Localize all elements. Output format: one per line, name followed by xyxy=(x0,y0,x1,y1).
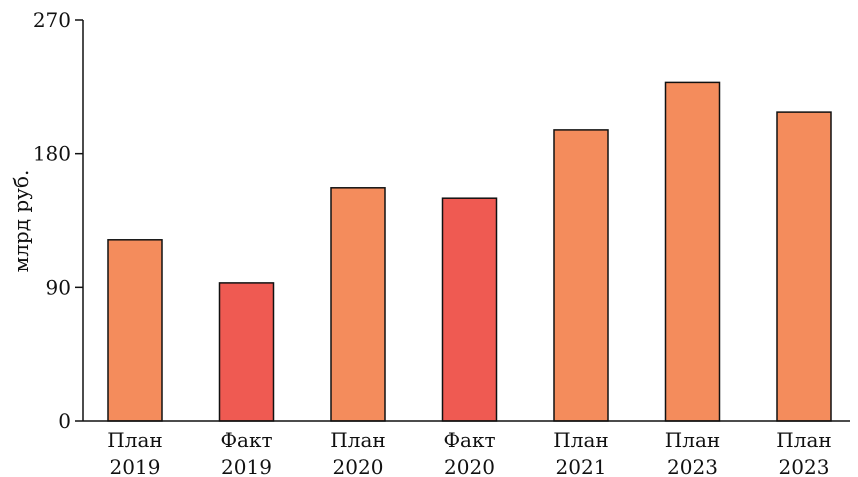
x-category-label-line1-0: План xyxy=(107,428,162,452)
y-tick-label-0: 0 xyxy=(58,409,71,433)
y-tick-label-90: 90 xyxy=(46,275,71,299)
bar-fact-2020-3 xyxy=(441,197,498,422)
bar-plan-2020-2 xyxy=(330,187,386,422)
x-category-label-line2-2: 2020 xyxy=(333,455,384,477)
x-category-label-line1-6: План xyxy=(776,428,831,452)
bar-plan-2023-6 xyxy=(776,111,832,422)
x-category-label-line2-3: 2020 xyxy=(444,455,495,477)
y-axis-title: млрд руб. xyxy=(9,170,33,273)
x-category-label-line1-4: План xyxy=(553,428,608,452)
bar-plan-2021-4 xyxy=(553,129,609,422)
bar-plan-2019-0 xyxy=(107,239,163,422)
x-category-label-line2-5: 2023 xyxy=(667,455,718,477)
bar-plan-2023-5 xyxy=(664,81,721,422)
x-category-label-line1-5: План xyxy=(665,428,720,452)
y-tick-label-180: 180 xyxy=(33,142,71,166)
bar-fact-2019-1 xyxy=(218,282,275,422)
x-category-label-line2-6: 2023 xyxy=(779,455,830,477)
x-category-label-line2-4: 2021 xyxy=(556,455,607,477)
x-category-label-line2-0: 2019 xyxy=(110,455,161,477)
plot-area: 0 90 180 270 План 2019 Факт 2019 План 2020 Факт 202… xyxy=(33,8,850,477)
y-tick-label-270: 270 xyxy=(33,8,71,32)
x-category-label-line2-1: 2019 xyxy=(221,455,272,477)
x-category-label-line1-2: План xyxy=(330,428,385,452)
x-category-label-line1-1: Факт xyxy=(220,428,272,452)
x-category-label-line1-3: Факт xyxy=(443,428,495,452)
